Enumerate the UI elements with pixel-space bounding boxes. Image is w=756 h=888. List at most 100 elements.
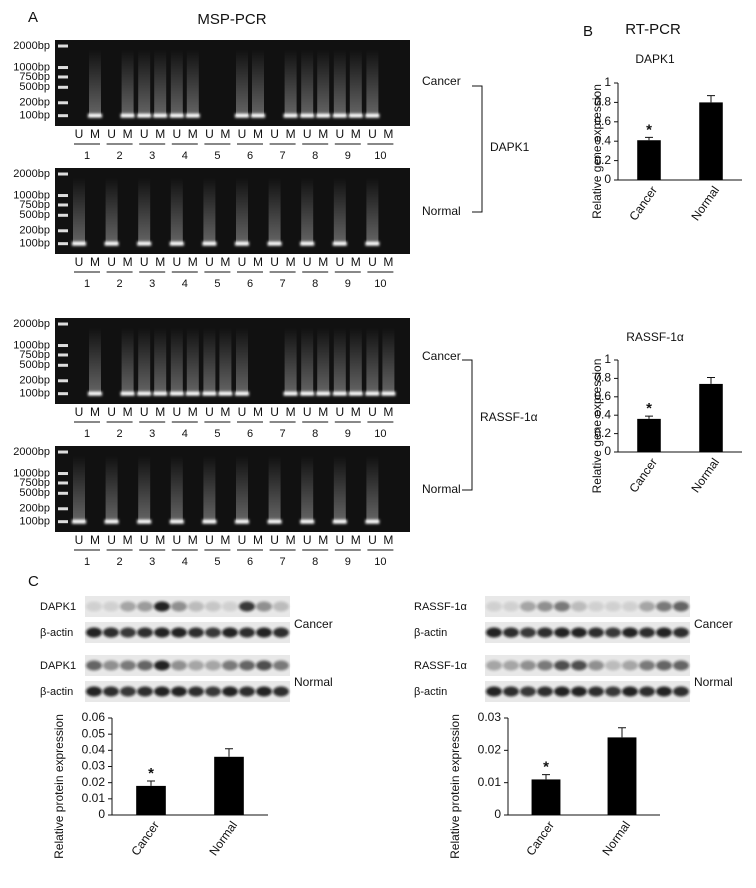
error-bar [147,780,155,786]
lane-number: 6 [247,428,253,440]
dna-band [300,113,315,118]
blot-band [86,686,102,697]
y-tick-label: 0.03 [478,710,502,724]
blot-band [103,686,119,697]
lane-number: 1 [84,278,90,290]
smear [349,328,362,394]
y-tick-label: 0 [494,807,501,821]
blot-band [605,627,621,638]
smear [333,328,346,394]
dna-band [169,113,184,118]
dna-band [120,391,135,396]
lane-letter: M [318,533,328,547]
dna-band [235,241,249,246]
lane-letter: M [253,405,263,419]
ladder-band [58,379,68,383]
smear [268,456,281,522]
blot-band [103,601,119,612]
blot-band [639,660,655,671]
ladder-label: 200bp [19,375,50,387]
smear [301,50,314,116]
lane-letter: M [220,255,230,269]
lane-number: 7 [280,428,286,440]
lane-number: 10 [374,428,386,440]
blot-band [239,627,255,638]
lane-letter: U [205,255,214,269]
x-tick-label: Normal [688,456,722,496]
lane-letter: U [205,533,214,547]
ladder-band [58,520,68,524]
lane-number: 9 [345,428,351,440]
lane-number: 7 [280,150,286,162]
smear [89,50,101,116]
smear [366,328,379,394]
lane-letter: U [172,255,181,269]
lane-letter: U [335,127,344,141]
error-bar [707,95,715,103]
lane-number: 8 [312,556,318,568]
lane-letter: U [172,405,181,419]
y-tick-label: 0.04 [82,743,106,757]
lane-number: 8 [312,150,318,162]
error-bar [542,774,550,780]
smear [236,456,248,522]
lane-letter: M [351,255,361,269]
blot-band [205,660,221,671]
blot-band [520,627,536,638]
dna-band [365,519,380,524]
lane-letter: M [351,533,361,547]
lane-number: 3 [149,278,155,290]
lane-letter: U [75,255,84,269]
dna-band [137,113,152,118]
blot-band [154,601,170,612]
blot-band [86,627,102,638]
bar [531,779,561,815]
blot-band [503,660,519,671]
y-tick-label: 0 [604,172,611,186]
smear [333,178,346,244]
blot-band [256,660,272,671]
lane-number: 3 [149,428,155,440]
bracket [462,359,473,491]
y-tick-label: 0.01 [478,775,502,789]
lane-number: 5 [214,278,220,290]
ladder-label: 100bp [19,238,50,250]
lane-letter: M [383,533,393,547]
smear [154,50,167,116]
lane-number: 2 [117,278,123,290]
lane-number: 1 [84,150,90,162]
ladder-label: 500bp [19,487,50,499]
ladder-band [58,242,68,246]
smear [366,456,379,522]
lane-number: 9 [345,556,351,568]
blot-band [537,660,553,671]
bar [214,756,244,815]
ladder-band [58,229,68,233]
lane-number: 9 [345,278,351,290]
y-tick-label: 0.8 [594,371,611,385]
y-tick-label: 0.02 [478,743,502,757]
ladder-label: 750bp [19,349,50,361]
smear [121,328,134,394]
y-tick-label: 0.4 [594,133,611,147]
lane-number: 5 [214,556,220,568]
blot-band [205,627,221,638]
lane-letter: M [286,405,296,419]
dna-band [381,391,396,396]
blot-band [571,627,587,638]
blot-strip [485,655,690,676]
blot-band [137,686,153,697]
dna-band [332,519,347,524]
dna-band [332,113,347,118]
blot-band [120,601,136,612]
smear [154,328,167,394]
lane-letter: U [270,533,279,547]
blot-band [520,686,536,697]
lane-number: 10 [374,278,386,290]
lane-number: 3 [149,150,155,162]
lane-letter: M [90,127,100,141]
ladder-band [58,85,68,89]
lane-letter: U [270,405,279,419]
lane-letter: U [172,127,181,141]
